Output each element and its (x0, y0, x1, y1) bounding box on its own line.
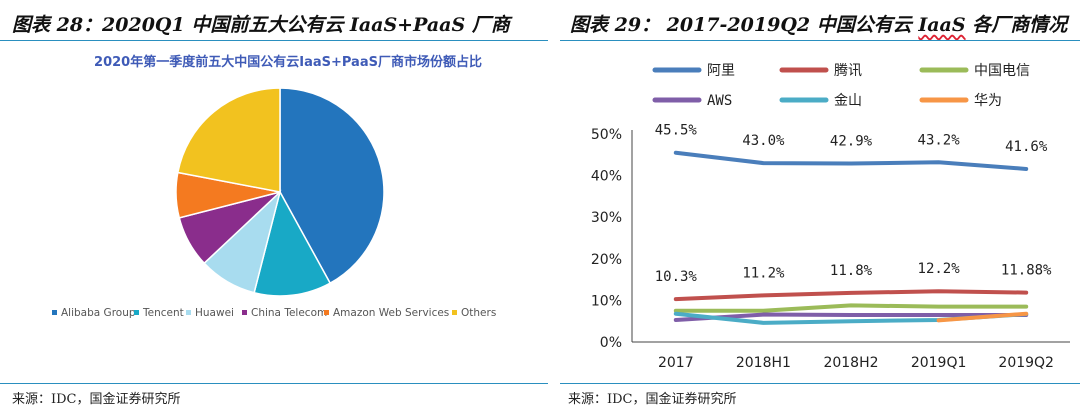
data-label: 43.2% (918, 132, 961, 148)
pie-chart: 2020年第一季度前五大中国公有云IaaS+PaaS厂商市场份额占比 Alibab… (52, 54, 496, 319)
y-tick-label: 40% (591, 169, 622, 185)
x-tick-label: 2019Q1 (911, 355, 967, 371)
series-line-中国电信 (673, 303, 1029, 313)
right-title-prefix: 图表 29： 2017-2019Q2 中国公有云 (570, 14, 912, 36)
pie-chart-container: 2020年第一季度前五大中国公有云IaaS+PaaS厂商市场份额占比 Alibab… (48, 46, 528, 332)
series-line-腾讯 (673, 289, 1029, 302)
y-tick-label: 20% (591, 252, 622, 268)
line-legend-item: 腾讯 (779, 62, 862, 79)
pie-legend-label: China Telecom (251, 307, 327, 319)
pie-legend-item: Amazon Web Services (324, 307, 449, 319)
y-tick-label: 30% (591, 210, 622, 226)
line-legend-label: 阿里 (707, 63, 735, 79)
right-bottom-rule (560, 383, 1080, 384)
left-bottom-rule (0, 383, 548, 384)
data-label: 12.2% (918, 261, 961, 277)
pie-legend-swatch (324, 310, 329, 315)
line-legend-label: 腾讯 (834, 62, 862, 79)
pie-slice-others (176, 87, 281, 193)
line-chart-container: 0% 10% 20% 30% 40% 50% 2017 2018H1 2018H2 2019Q1 2… (560, 44, 1080, 382)
right-title-keyword: IaaS (918, 14, 966, 36)
line-legend-label: AWS (707, 93, 732, 109)
series-line-华为 (936, 311, 1029, 323)
series-line-AWS (673, 312, 1029, 322)
pie-slice-alibaba-group (279, 87, 385, 285)
data-label: 42.9% (830, 134, 873, 150)
series-line-阿里 (673, 150, 1029, 171)
right-source-note: 来源：IDC，国金证券研究所 (568, 392, 737, 407)
pie-legend-label: Amazon Web Services (333, 307, 449, 319)
pie-legend-item: Tencent (134, 307, 184, 319)
data-label: 41.6% (1005, 139, 1048, 155)
line-legend-item: 中国电信 (919, 63, 1030, 79)
data-label: 11.88% (1001, 263, 1052, 279)
line-legend-item: 金山 (779, 93, 862, 109)
y-tick-label: 0% (600, 335, 622, 351)
right-top-rule (560, 40, 1080, 41)
pie-legend-label: Tencent (142, 307, 184, 319)
pie-legend-label: Huawei (195, 307, 234, 319)
left-top-rule (0, 40, 548, 41)
data-label: 11.2% (742, 265, 785, 281)
data-label: 45.5% (655, 123, 698, 139)
data-label: 11.8% (830, 263, 873, 279)
pie-legend-swatch (242, 310, 247, 315)
pie-legend-label: Others (461, 307, 496, 319)
line-legend-label: 华为 (974, 93, 1002, 109)
right-figure-panel: 图表 29： 2017-2019Q2 中国公有云 IaaS 各厂商情况 0% 10… (560, 0, 1080, 412)
pie-legend-item: Others (452, 307, 496, 319)
line-chart: 0% 10% 20% 30% 40% 50% 2017 2018H1 2018H2 2019Q1 2… (591, 62, 1070, 371)
y-tick-label: 10% (591, 293, 622, 309)
pie-legend-item: China Telecom (242, 307, 327, 319)
right-figure-title: 图表 29： 2017-2019Q2 中国公有云 IaaS 各厂商情况 (570, 10, 1067, 37)
y-tick-label: 50% (591, 127, 622, 143)
pie-legend-label: Alibaba Group (61, 307, 136, 319)
data-label: 43.0% (742, 133, 785, 149)
pie-legend-item: Huawei (186, 307, 234, 319)
pie-legend-swatch (134, 310, 139, 315)
pie-legend-swatch (452, 310, 457, 315)
line-legend-item: 阿里 (652, 63, 735, 79)
line-legend-label: 中国电信 (974, 63, 1030, 79)
left-source-note: 来源：IDC，国金证券研究所 (12, 392, 181, 407)
left-figure-title: 图表 28：2020Q1 中国前五大公有云 IaaS+PaaS 厂商 (12, 14, 510, 36)
x-tick-label: 2018H1 (736, 355, 791, 371)
pie-legend-swatch (186, 310, 191, 315)
line-legend-label: 金山 (834, 93, 862, 109)
x-tick-label: 2019Q2 (998, 355, 1054, 371)
x-tick-label: 2017 (658, 355, 694, 371)
x-tick-label: 2018H2 (823, 355, 878, 371)
data-label: 10.3% (655, 269, 698, 285)
pie-slice-tencent (253, 189, 332, 297)
line-legend-item: AWS (652, 93, 732, 109)
pie-title: 2020年第一季度前五大中国公有云IaaS+PaaS厂商市场份额占比 (94, 54, 482, 70)
right-title-suffix: 各厂商情况 (972, 14, 1068, 36)
line-legend-item: 华为 (919, 93, 1002, 109)
pie-legend-item: Alibaba Group (52, 307, 136, 319)
pie-legend-swatch (52, 310, 57, 315)
left-figure-panel: 图表 28：2020Q1 中国前五大公有云 IaaS+PaaS 厂商 2020年… (0, 14, 548, 407)
